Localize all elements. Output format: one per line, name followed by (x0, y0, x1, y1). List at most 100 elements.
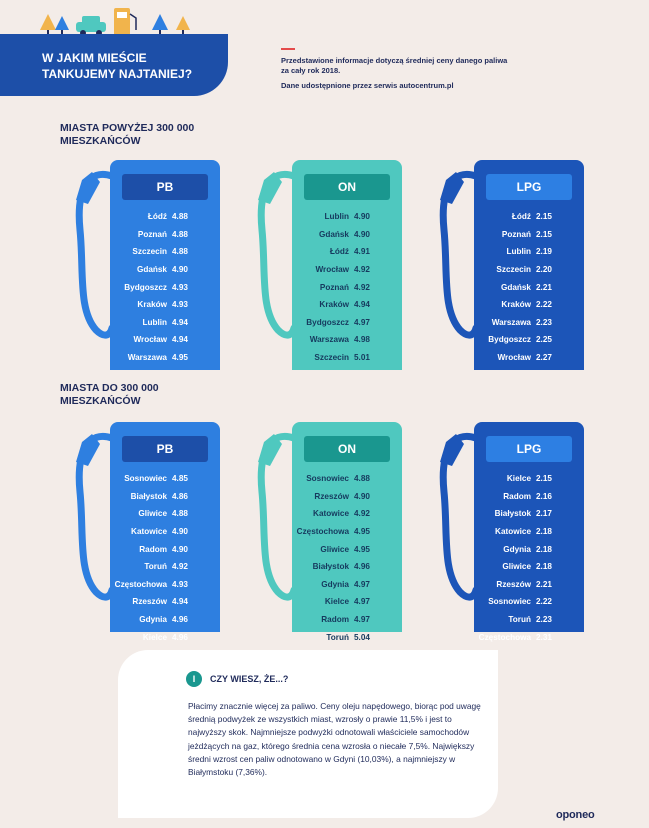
city-name: Łódź (511, 212, 531, 222)
source-note: Przedstawione informacje dotyczą średnie… (281, 56, 511, 91)
price-row: Kielce 4.97 (296, 593, 394, 611)
city-name: Kielce (506, 474, 531, 484)
city-name: Łódź (329, 247, 349, 257)
fuel-price: 2.25 (536, 335, 552, 345)
city-name: Białystok (312, 562, 349, 572)
fuel-price: 4.88 (172, 509, 188, 519)
city-name: Wrocław (315, 265, 349, 275)
section-title-large-cities: MIASTA POWYŻEJ 300 000 MIESZKAŃCÓW (60, 122, 194, 148)
city-name: Radom (503, 491, 531, 501)
city-name: Sosnowiec (124, 474, 167, 484)
city-name: Sosnowiec (306, 474, 349, 484)
city-name: Częstochowa (296, 527, 349, 537)
price-row: Kraków 4.94 (296, 296, 394, 314)
city-name: Częstochowa (114, 579, 167, 589)
price-row: Gdynia 4.96 (114, 611, 212, 629)
price-row: Toruń 5.04 (296, 628, 394, 646)
city-name: Toruń (144, 562, 167, 572)
pump-label: PB (122, 174, 208, 200)
fuel-price: 2.18 (536, 544, 552, 554)
page-title: W JAKIM MIEŚCIE TANKUJEMY NAJTANIEJ? (42, 50, 222, 82)
city-name: Wrocław (497, 353, 531, 363)
city-name: Kraków (501, 300, 531, 310)
fuel-price: 2.21 (536, 282, 552, 292)
city-name: Szczecin (132, 247, 167, 257)
city-name: Lublin (324, 212, 349, 222)
fuel-hose-icon (439, 170, 480, 339)
price-row: Gdynia 4.97 (296, 576, 394, 594)
fuel-pump-lpg: LPG Kielce 2.15 Radom 2.16 Białystok 2.17 Katow… (422, 422, 592, 642)
fuel-price: 4.88 (172, 212, 188, 222)
price-row: Toruń 4.92 (114, 558, 212, 576)
fuel-hose-icon (75, 170, 116, 339)
price-row: Wrocław 2.27 (478, 349, 576, 367)
city-name: Lublin (506, 247, 531, 257)
fuel-price: 5.04 (354, 632, 370, 642)
price-row: Warszawa 2.23 (478, 314, 576, 332)
price-row: Poznań 4.92 (296, 278, 394, 296)
city-name: Białystok (130, 491, 167, 501)
fuel-price: 4.88 (172, 247, 188, 257)
city-name: Gliwice (502, 562, 531, 572)
city-name: Poznań (319, 282, 349, 292)
fuel-price: 4.97 (354, 597, 370, 607)
price-row: Poznań 4.88 (114, 226, 212, 244)
price-row: Rzeszów 2.21 (478, 576, 576, 594)
price-row: Rzeszów 4.90 (296, 488, 394, 506)
city-name: Poznań (501, 229, 531, 239)
price-row: Katowice 2.18 (478, 523, 576, 541)
price-row: Sosnowiec 4.88 (296, 470, 394, 488)
city-name: Bydgoszcz (124, 282, 167, 292)
price-row: Gdańsk 4.90 (114, 261, 212, 279)
city-name: Toruń (326, 632, 349, 642)
fuel-price: 4.92 (354, 282, 370, 292)
pump-body: LPG Kielce 2.15 Radom 2.16 Białystok 2.17 Katow… (474, 422, 584, 642)
city-name: Gliwice (320, 544, 349, 554)
pump-body: ON Sosnowiec 4.88 Rzeszów 4.90 Katowice 4.92 Cz… (292, 422, 402, 642)
pump-body: ON Lublin 4.90 Gdańsk 4.90 Łódź 4.91 Wrocław 4.9… (292, 160, 402, 370)
fuel-price: 4.90 (354, 212, 370, 222)
city-name: Kraków (137, 300, 167, 310)
section-title-line-2: MIESZKAŃCÓW (60, 135, 141, 147)
pump-body: LPG Łódź 2.15 Poznań 2.15 Lublin 2.19 Szczecin 2… (474, 160, 584, 370)
city-name: Gdynia (321, 579, 349, 589)
page-title-line-1: W JAKIM MIEŚCIE (42, 51, 147, 65)
fuel-price: 4.91 (354, 247, 370, 257)
city-name: Szczecin (496, 265, 531, 275)
fuel-price: 4.88 (354, 474, 370, 484)
price-row: Bydgoszcz 2.25 (478, 331, 576, 349)
price-row: Radom 4.90 (114, 540, 212, 558)
fuel-price: 4.97 (354, 317, 370, 327)
tree-icon (55, 16, 69, 36)
fuel-price: 4.96 (354, 562, 370, 572)
city-name: Lublin (142, 317, 167, 327)
price-row: Szczecin 4.88 (114, 243, 212, 261)
price-row: Lublin 4.90 (296, 208, 394, 226)
city-name: Gliwice (138, 509, 167, 519)
price-row: Kielce 4.96 (114, 628, 212, 646)
price-row: Kielce 2.15 (478, 470, 576, 488)
fuel-price: 4.94 (172, 317, 188, 327)
pump-label: LPG (486, 174, 572, 200)
pump-label: LPG (486, 436, 572, 462)
price-row: Gliwice 2.18 (478, 558, 576, 576)
fuel-price: 4.94 (354, 300, 370, 310)
pump-label: PB (122, 436, 208, 462)
price-row: Katowice 4.92 (296, 505, 394, 523)
price-row: Warszawa 4.98 (296, 331, 394, 349)
city-name: Gdynia (139, 615, 167, 625)
info-body: Płacimy znacznie więcej za paliwo. Ceny … (188, 701, 481, 778)
fuel-price: 4.94 (172, 335, 188, 345)
fuel-price: 4.90 (172, 527, 188, 537)
fuel-price: 2.23 (536, 317, 552, 327)
price-row: Szczecin 2.20 (478, 261, 576, 279)
fuel-price: 2.27 (536, 353, 552, 363)
price-row: Kraków 4.93 (114, 296, 212, 314)
price-row: Gliwice 4.88 (114, 505, 212, 523)
price-row: Lublin 2.19 (478, 243, 576, 261)
price-list: Sosnowiec 4.88 Rzeszów 4.90 Katowice 4.92 Częs… (296, 470, 394, 646)
price-row: Gdynia 2.18 (478, 540, 576, 558)
fuel-price: 4.90 (354, 491, 370, 501)
source-note-line-1: Przedstawione informacje dotyczą średnie… (281, 56, 508, 75)
city-name: Szczecin (314, 353, 349, 363)
